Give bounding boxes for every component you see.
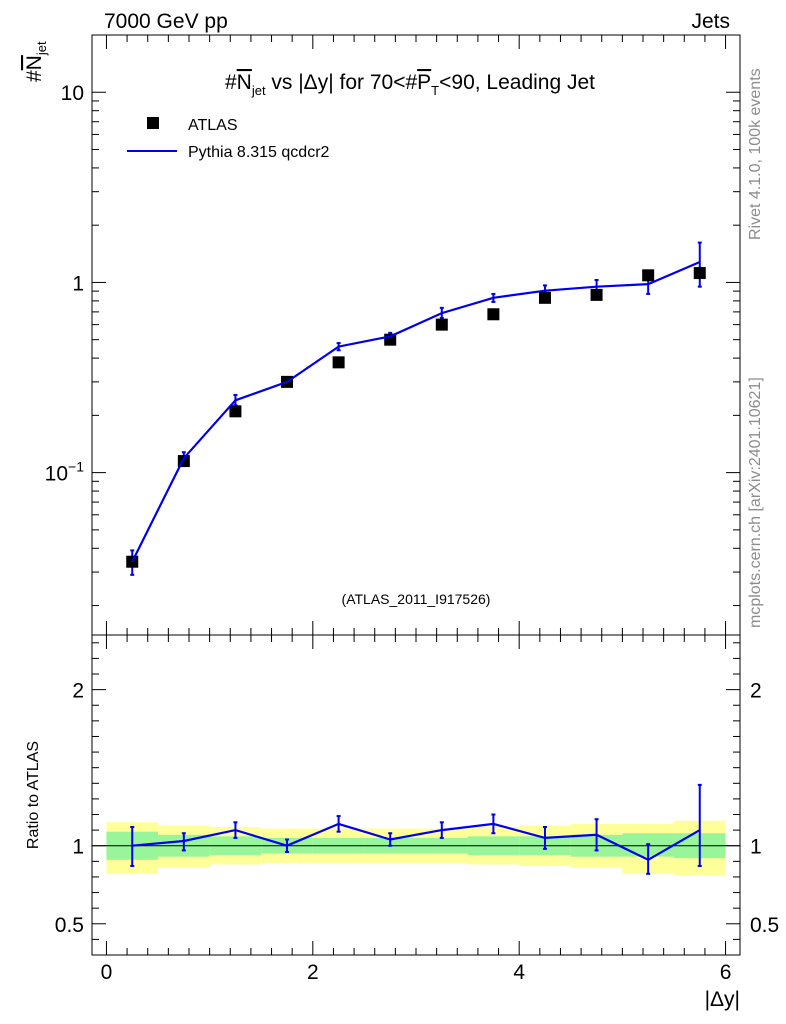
ratio-panel: 0.5 1 2 0.5 1 2 0 2 4 6 Ratio to ATLAS |… (25, 634, 779, 1011)
atlas-data-point (435, 318, 448, 331)
mcplots-source-label: mcplots.cern.ch [arXiv:2401.10621] (747, 377, 764, 628)
x-tick-labels: 0 2 4 6 (101, 961, 732, 984)
main-y-axis-label: #Njet (23, 41, 49, 82)
x-axis-label: |Δy| (705, 988, 740, 1011)
ratio-frame (91, 634, 741, 956)
x-tick-label-0: 0 (101, 961, 113, 984)
svg-text:#Njet: #Njet (23, 41, 49, 82)
pythia-line (131, 260, 701, 563)
energy-label: 7000 GeV pp (104, 10, 228, 33)
analysis-watermark: (ATLAS_2011_I917526) (342, 591, 491, 607)
ratio-data-series (130, 783, 702, 875)
atlas-data-point (590, 288, 603, 301)
ratio-y-tick-label-right-0.5: 0.5 (750, 914, 779, 937)
ratio-y-tick-label-right-1: 1 (750, 836, 762, 859)
legend: ATLAS Pythia 8.315 qcdcr2 (127, 117, 330, 161)
main-panel: 10−1 1 10 #Njet #Njet vs |Δy| for 70<#PT… (23, 34, 741, 636)
ratio-y-tick-label-0.5: 0.5 (55, 914, 84, 937)
y-tick-label-1: 1 (72, 272, 84, 295)
ratio-y-tick-labels: 0.5 1 2 0.5 1 2 (55, 680, 779, 937)
main-y-tick-labels: 10−1 1 10 (45, 82, 85, 485)
atlas-data-point (487, 308, 500, 321)
y-tick-label-0.1: 10−1 (45, 459, 85, 486)
rivet-version-label: Rivet 4.1.0, 100k events (747, 68, 764, 240)
category-label: Jets (691, 10, 730, 33)
atlas-data-point (538, 291, 551, 304)
x-tick-label-6: 6 (720, 961, 732, 984)
ratio-y-axis-label: Ratio to ATLAS (25, 741, 42, 849)
ratio-y-tick-label-2: 2 (72, 680, 84, 703)
legend-pythia-label: Pythia 8.315 qcdcr2 (188, 144, 330, 161)
x-tick-label-4: 4 (513, 961, 525, 984)
x-tick-label-2: 2 (307, 961, 319, 984)
chart-title: #Njet vs |Δy| for 70<#PT<90, Leading Jet (225, 71, 595, 98)
atlas-data-point (693, 267, 706, 280)
ratio-y-tick-label-1: 1 (72, 836, 84, 859)
ratio-uncertainty-bands (106, 820, 726, 876)
legend-atlas-marker (147, 117, 159, 129)
y-tick-label-10: 10 (61, 82, 84, 105)
atlas-data-point (642, 269, 655, 282)
atlas-data-point (332, 356, 345, 369)
ratio-pythia-line (132, 822, 701, 862)
ratio-axis-ticks (92, 635, 740, 955)
atlas-data-point (229, 405, 242, 418)
legend-atlas-label: ATLAS (188, 117, 238, 134)
main-data-series (126, 241, 706, 576)
ratio-y-tick-label-right-2: 2 (750, 680, 762, 703)
main-axis-ticks (92, 34, 740, 635)
